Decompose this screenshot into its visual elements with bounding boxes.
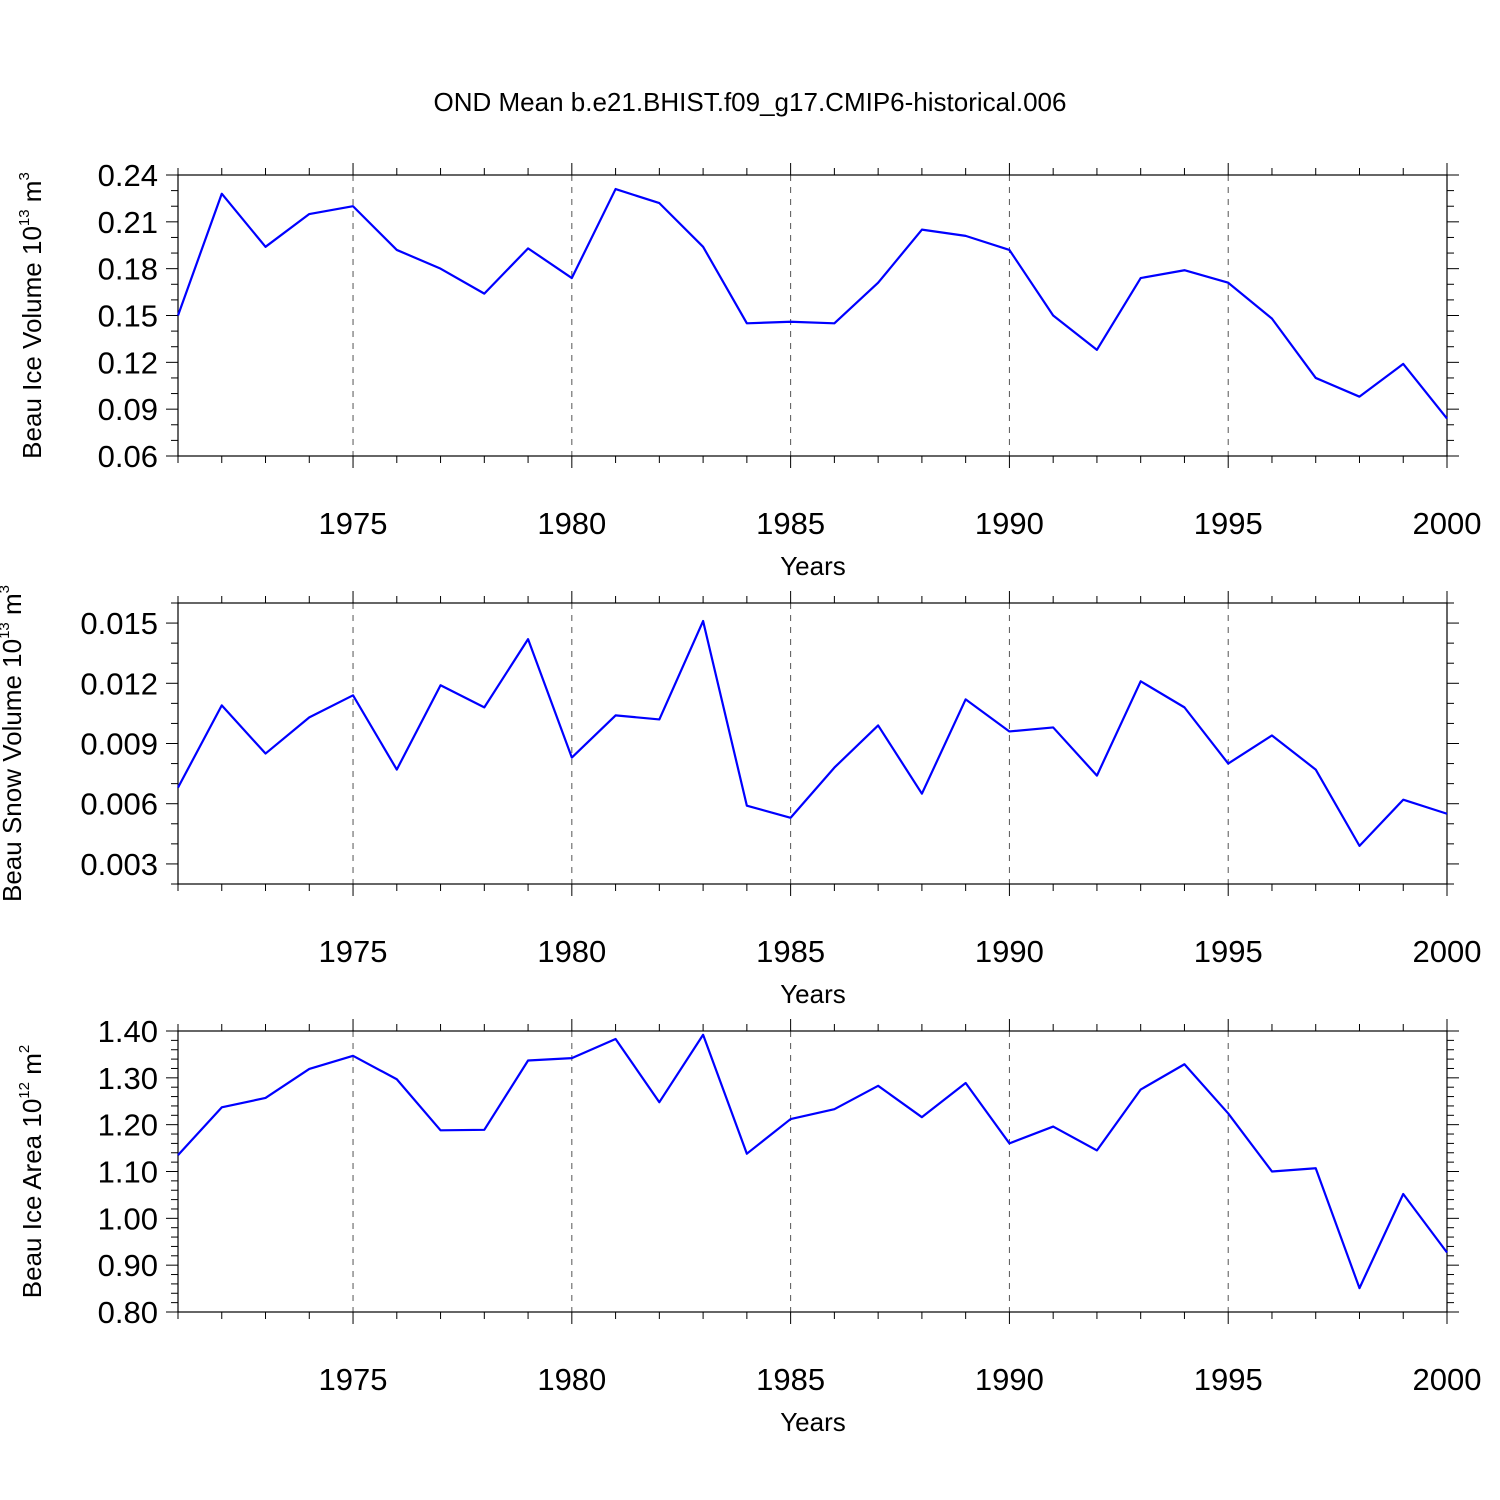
x-tick-label: 1995 — [1194, 506, 1263, 541]
panel-ice-volume: 0.06 0.09 0.12 0.15 0.18 0.21 0.24 1975 1980 198… — [16, 158, 1481, 581]
y-tick-labels: 0.06 0.09 0.12 0.15 0.18 0.21 0.24 — [98, 158, 158, 474]
y-tick-label: 0.012 — [80, 666, 158, 701]
x-axis-label: Years — [780, 551, 846, 581]
x-tick-label: 1975 — [319, 506, 388, 541]
x-tick-label: 2000 — [1413, 1362, 1482, 1397]
ice-area-series-line — [177, 1033, 1448, 1290]
x-tick-label: 1975 — [319, 934, 388, 969]
x-axis-label: Years — [780, 1407, 846, 1437]
x-tick-label: 1980 — [537, 506, 606, 541]
y-tick-label: 1.30 — [98, 1061, 158, 1096]
y-tick-label: 0.21 — [98, 205, 158, 240]
y-tick-label: 0.90 — [98, 1248, 158, 1283]
y-axis-label-unit-exponent: 3 — [0, 585, 13, 593]
x-grid — [352, 1031, 1229, 1312]
y-tick-label: 1.00 — [98, 1201, 158, 1236]
y-tick-label: 0.009 — [80, 727, 158, 762]
x-tick-label: 1985 — [756, 1362, 825, 1397]
y-axis-label-main: Beau Ice Area 10 — [17, 1099, 47, 1298]
axis-ticks — [166, 591, 1459, 896]
y-axis-label: Beau Snow Volume 1013 m3 — [0, 585, 27, 902]
ice-volume-series-line — [176, 187, 1448, 420]
x-tick-label: 1995 — [1194, 934, 1263, 969]
y-tick-label: 0.06 — [98, 439, 158, 474]
y-axis-label-unit-exponent: 3 — [16, 172, 33, 180]
axis-ticks — [166, 1019, 1459, 1324]
y-axis-label-main: Beau Snow Volume 10 — [0, 639, 27, 902]
x-tick-label: 1990 — [975, 506, 1044, 541]
y-axis-label-unit: m — [17, 1053, 47, 1082]
snow-volume-series-line — [177, 619, 1448, 847]
x-tick-label: 1985 — [756, 934, 825, 969]
y-tick-label: 1.20 — [98, 1108, 158, 1143]
x-tick-label: 1980 — [537, 934, 606, 969]
x-tick-label: 2000 — [1413, 506, 1482, 541]
y-axis-label-exponent: 12 — [16, 1082, 33, 1099]
y-axis-label-unit: m — [0, 593, 27, 622]
x-tick-labels: 1975 1980 1985 1990 1995 2000 — [319, 1362, 1482, 1397]
y-tick-label: 0.24 — [98, 158, 158, 193]
y-tick-labels: 0.80 0.90 1.00 1.10 1.20 1.30 1.40 — [98, 1014, 158, 1330]
y-tick-label: 0.15 — [98, 299, 158, 334]
x-tick-label: 1980 — [537, 1362, 606, 1397]
y-tick-label: 0.80 — [98, 1295, 158, 1330]
x-tick-labels: 1975 1980 1985 1990 1995 2000 — [319, 934, 1482, 969]
x-tick-label: 1995 — [1194, 1362, 1263, 1397]
figure-title: OND Mean b.e21.BHIST.f09_g17.CMIP6-histo… — [434, 87, 1067, 117]
plot-frame — [177, 1030, 1448, 1313]
y-tick-label: 1.40 — [98, 1014, 158, 1049]
x-tick-label: 1990 — [975, 1362, 1044, 1397]
y-axis-label-main: Beau Ice Volume 10 — [17, 226, 47, 459]
x-axis-label: Years — [780, 979, 846, 1009]
x-grid — [352, 603, 1229, 884]
x-grid — [352, 175, 1229, 456]
y-axis-label-unit-exponent: 2 — [16, 1045, 33, 1053]
y-tick-label: 0.006 — [80, 787, 158, 822]
x-tick-label: 1985 — [756, 506, 825, 541]
y-tick-label: 0.18 — [98, 252, 158, 287]
y-tick-label: 0.12 — [98, 345, 158, 380]
axis-ticks — [166, 163, 1459, 468]
y-axis-label: Beau Ice Area 1012 m2 — [16, 1045, 47, 1298]
x-tick-label: 1990 — [975, 934, 1044, 969]
y-tick-label: 0.09 — [98, 392, 158, 427]
plot-frame — [177, 602, 1448, 885]
x-tick-labels: 1975 1980 1985 1990 1995 2000 — [319, 506, 1482, 541]
y-axis-label-unit: m — [17, 181, 47, 210]
y-tick-label: 0.003 — [80, 847, 158, 882]
y-tick-label: 0.015 — [80, 606, 158, 641]
x-tick-label: 1975 — [319, 1362, 388, 1397]
x-tick-label: 2000 — [1413, 934, 1482, 969]
y-tick-label: 1.10 — [98, 1155, 158, 1190]
plot-frame — [177, 174, 1448, 457]
y-tick-labels: 0.003 0.006 0.009 0.012 0.015 — [80, 606, 158, 882]
panel-ice-area: 0.80 0.90 1.00 1.10 1.20 1.30 1.40 1975 1980 198… — [16, 1014, 1481, 1437]
y-axis-label-exponent: 13 — [0, 622, 13, 639]
y-axis-label: Beau Ice Volume 1013 m3 — [16, 172, 47, 459]
y-axis-label-exponent: 13 — [16, 209, 33, 226]
